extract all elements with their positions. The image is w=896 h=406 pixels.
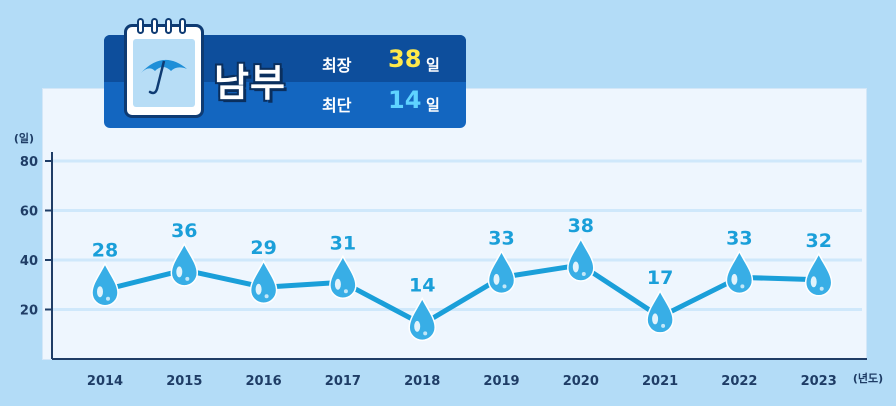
x-tick-label: 2017	[325, 374, 361, 389]
shortest-label: 최단	[322, 96, 352, 115]
x-tick-label: 2018	[404, 374, 440, 389]
x-tick-label: 2020	[563, 374, 599, 389]
y-tick-label: 40	[20, 254, 38, 269]
x-tick-label: 2014	[87, 374, 123, 389]
data-point-drop	[646, 289, 674, 334]
series-line	[102, 262, 822, 327]
data-point-drop	[170, 242, 199, 287]
data-label: 14	[409, 274, 435, 296]
longest-value: 38	[388, 45, 422, 73]
data-label: 38	[568, 215, 594, 237]
data-point-drop	[725, 249, 754, 295]
region-title: 남부	[214, 61, 286, 105]
chart-panel	[42, 88, 867, 360]
data-label: 32	[805, 230, 831, 252]
data-point-drop	[804, 252, 833, 297]
data-point-drop	[487, 249, 516, 295]
data-point-drop	[91, 262, 119, 307]
data-point-drop	[329, 254, 357, 300]
data-point-drop	[408, 296, 436, 342]
longest-unit: 일	[426, 56, 440, 74]
data-label: 33	[488, 227, 514, 249]
y-tick-label: 80	[20, 155, 38, 170]
data-label: 28	[92, 240, 118, 262]
data-label: 31	[330, 232, 356, 254]
longest-label: 최장	[322, 56, 352, 75]
y-unit-label: (일)	[14, 131, 34, 145]
x-tick-label: 2021	[642, 374, 678, 389]
x-tick-label: 2016	[246, 374, 282, 389]
data-label: 36	[171, 220, 197, 242]
x-tick-label: 2015	[166, 374, 202, 389]
y-tick-label: 20	[20, 304, 38, 319]
data-label: 17	[647, 267, 673, 289]
x-tick-label: 2022	[721, 374, 757, 389]
x-tick-label: 2023	[801, 374, 837, 389]
data-label: 29	[250, 237, 276, 259]
data-point-drop	[567, 237, 595, 282]
x-unit-label: (년도)	[853, 371, 883, 385]
data-point-drop	[249, 259, 278, 304]
shortest-unit: 일	[426, 96, 440, 114]
shortest-value: 14	[388, 86, 422, 114]
y-tick-label: 60	[20, 205, 38, 220]
x-tick-label: 2019	[483, 374, 519, 389]
data-label: 33	[726, 227, 752, 249]
umbrella-calendar-icon	[124, 18, 204, 118]
